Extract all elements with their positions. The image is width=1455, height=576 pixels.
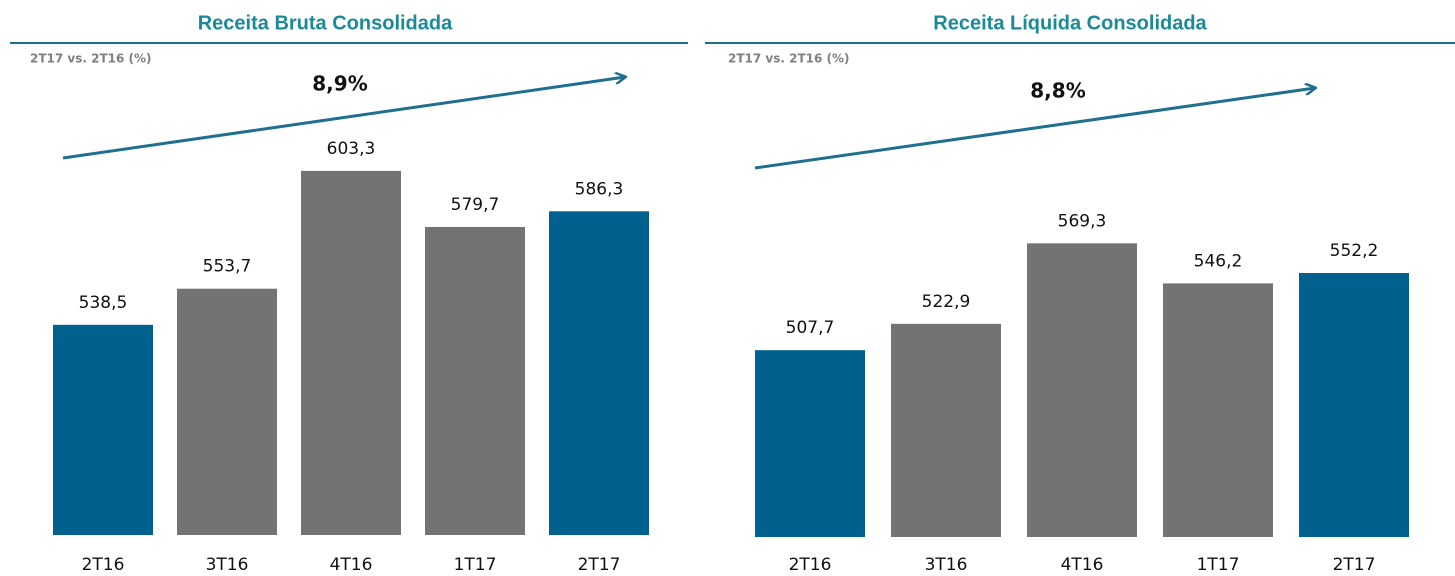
value-label: 579,7: [451, 195, 500, 215]
x-tick-label: 3T16: [925, 555, 968, 575]
bar: [549, 211, 649, 535]
chart-title: Receita Bruta Consolidada: [198, 12, 453, 34]
bar: [1163, 283, 1273, 537]
growth-label: 8,9%: [312, 72, 367, 96]
value-label: 569,3: [1058, 211, 1107, 231]
bar: [53, 324, 153, 535]
value-label: 553,7: [203, 257, 252, 277]
value-label: 552,2: [1330, 241, 1379, 261]
growth-arrow: [754, 88, 1315, 170]
x-tick-label: 2T16: [789, 555, 832, 575]
subtitle: 2T17 vs. 2T16 (%): [30, 52, 152, 66]
x-tick-label: 4T16: [1061, 555, 1104, 575]
x-tick-label: 2T17: [1333, 555, 1376, 575]
value-label: 546,2: [1194, 251, 1243, 271]
subtitle: 2T17 vs. 2T16 (%): [728, 52, 850, 66]
value-label: 586,3: [575, 179, 624, 199]
x-tick-label: 2T17: [578, 555, 621, 575]
bar: [425, 226, 525, 535]
bar: [301, 170, 401, 535]
growth-arrow: [62, 77, 625, 160]
value-label: 522,9: [922, 292, 971, 312]
x-tick-label: 1T17: [1197, 555, 1240, 575]
chart-title: Receita Líquida Consolidada: [933, 12, 1207, 34]
value-label: 538,5: [79, 293, 128, 313]
value-label: 507,7: [786, 318, 835, 338]
bar: [177, 288, 277, 535]
x-tick-label: 1T17: [454, 555, 497, 575]
growth-label: 8,8%: [1030, 79, 1085, 103]
x-tick-label: 3T16: [206, 555, 249, 575]
x-tick-label: 2T16: [82, 555, 125, 575]
bar: [1299, 273, 1409, 537]
value-label: 603,3: [327, 139, 376, 159]
bar: [755, 350, 865, 537]
x-tick-label: 4T16: [330, 555, 373, 575]
bar: [891, 323, 1001, 537]
bar: [1027, 243, 1137, 537]
